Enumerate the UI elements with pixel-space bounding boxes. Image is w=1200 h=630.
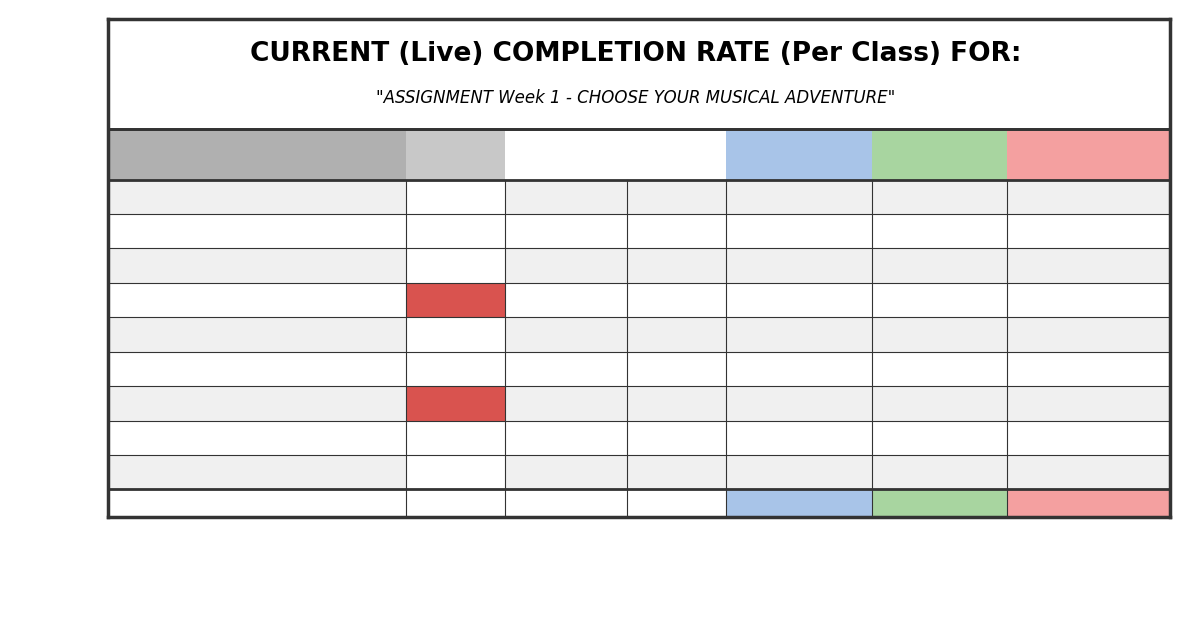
Text: 1: 1: [935, 259, 944, 272]
Text: 2: 2: [935, 294, 944, 307]
Text: 6th - Beginning Sax/Oboe/Bassoon: 6th - Beginning Sax/Oboe/Bassoon: [167, 432, 397, 444]
Text: 88%: 88%: [440, 432, 472, 444]
Text: 16: 16: [667, 466, 684, 479]
Text: 5: 5: [1084, 190, 1093, 203]
Text: 2: 2: [935, 397, 944, 410]
Text: 30: 30: [558, 225, 575, 238]
Text: 5: 5: [935, 466, 944, 479]
Text: 15: 15: [930, 225, 948, 238]
Text: 43%: 43%: [440, 294, 472, 307]
Text: 12: 12: [930, 190, 948, 203]
Text: 2: 2: [1084, 466, 1093, 479]
Text: 69%: 69%: [440, 466, 472, 479]
Text: 22: 22: [1079, 496, 1098, 510]
Text: 4: 4: [794, 466, 803, 479]
Text: 3rd - Symphonic Band: 3rd - Symphonic Band: [250, 225, 397, 238]
Text: 6th - Beginning Low Brass: 6th - Beginning Low Brass: [224, 397, 397, 410]
Text: 4th - Beginning Percussion: 4th - Beginning Percussion: [220, 294, 397, 307]
Text: "ASSIGNMENT Week 1 - CHOOSE YOUR MUSICAL ADVENTURE": "ASSIGNMENT Week 1 - CHOOSE YOUR MUSICAL…: [377, 89, 895, 106]
Text: 7: 7: [562, 432, 570, 444]
Text: Track 1: Music
Theory: Track 1: Music Theory: [745, 140, 852, 168]
Text: 7th - Beginning Trumpet/Fhorn: 7th - Beginning Trumpet/Fhorn: [193, 466, 397, 479]
Text: 0: 0: [1084, 294, 1093, 307]
Text: 5: 5: [1084, 328, 1093, 341]
Text: 1: 1: [794, 294, 803, 307]
Text: 3: 3: [562, 294, 570, 307]
Text: 2: 2: [794, 328, 803, 341]
Text: 44: 44: [667, 225, 684, 238]
Text: 3: 3: [935, 432, 944, 444]
Text: 21: 21: [790, 190, 808, 203]
Text: 2: 2: [1084, 259, 1093, 272]
Text: CURRENT (Live) COMPLETION RATE (Per Class) FOR:: CURRENT (Live) COMPLETION RATE (Per Clas…: [251, 40, 1021, 67]
Text: 12: 12: [667, 328, 685, 341]
Text: 3: 3: [794, 362, 803, 375]
Text: 7: 7: [672, 259, 680, 272]
Text: TOTAL:: TOTAL:: [442, 496, 497, 510]
Text: 2: 2: [794, 259, 803, 272]
Text: 120: 120: [551, 496, 581, 510]
Text: Track 3:
Performance /
Music Creation: Track 3: Performance / Music Creation: [1033, 133, 1144, 176]
Text: 68%: 68%: [440, 225, 472, 238]
Text: 8: 8: [672, 432, 680, 444]
Text: 38: 38: [558, 190, 575, 203]
Text: Track 2: Ear
Training: Track 2: Ear Training: [895, 140, 984, 168]
Text: 4th - Beginning Flute: 4th - Beginning Flute: [258, 259, 397, 272]
Text: 12: 12: [790, 225, 808, 238]
Text: 85%: 85%: [440, 362, 472, 375]
Text: 3: 3: [1084, 225, 1093, 238]
Text: 71%: 71%: [440, 259, 472, 272]
Text: # Completed
Assignment: # Completed Assignment: [518, 140, 614, 168]
Text: 3: 3: [794, 432, 803, 444]
Text: 13: 13: [667, 362, 685, 375]
Text: 5th - Advanced Percussion: 5th - Advanced Percussion: [221, 328, 397, 341]
Text: 5: 5: [562, 259, 570, 272]
Text: 11: 11: [557, 362, 575, 375]
Text: 5th - Beginning Clarinet: 5th - Beginning Clarinet: [239, 362, 397, 375]
Text: 11: 11: [557, 466, 575, 479]
Text: 78%: 78%: [440, 190, 472, 203]
Text: 1: 1: [1084, 397, 1093, 410]
Text: 3: 3: [935, 328, 944, 341]
Text: 1: 1: [1084, 432, 1093, 444]
Text: 48: 48: [930, 496, 949, 510]
Text: 3: 3: [1084, 362, 1093, 375]
Text: 38%: 38%: [440, 397, 472, 410]
Text: 49: 49: [667, 190, 684, 203]
Text: 5: 5: [935, 362, 944, 375]
Text: 5: 5: [562, 397, 570, 410]
Text: 83%: 83%: [440, 328, 472, 341]
Text: 50: 50: [790, 496, 809, 510]
Text: 7: 7: [672, 294, 680, 307]
Text: 2nd - Wind Ensemble: 2nd - Wind Ensemble: [256, 190, 397, 203]
Text: 2: 2: [794, 397, 803, 410]
Text: 13: 13: [667, 397, 685, 410]
Text: Total In
Class: Total In Class: [648, 140, 704, 168]
Text: 10: 10: [558, 328, 575, 341]
Text: 169: 169: [661, 496, 691, 510]
Text: Percent
Complet
e: Percent Complet e: [425, 133, 487, 176]
Text: Band Class: Band Class: [216, 148, 298, 161]
